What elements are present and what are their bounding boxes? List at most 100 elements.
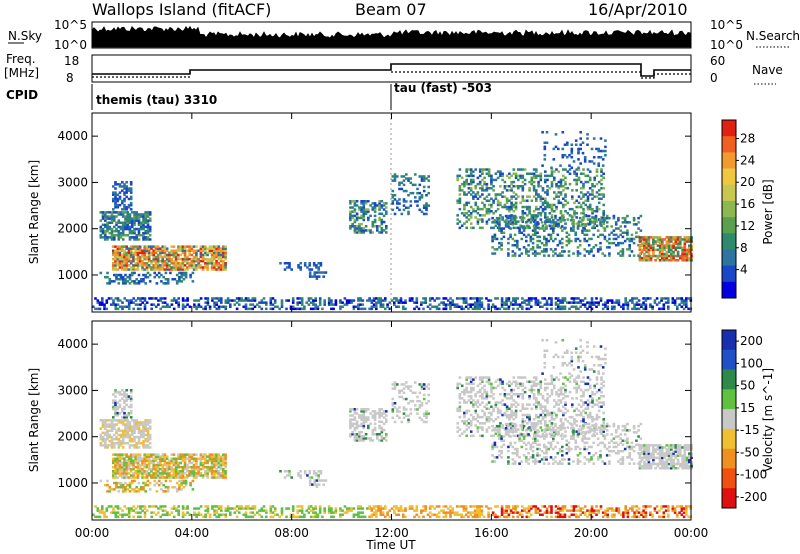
power-cell — [587, 237, 591, 241]
power-cell — [545, 141, 549, 144]
power-cell — [623, 225, 627, 228]
power-cell — [662, 307, 666, 311]
power-cell — [473, 305, 477, 308]
power-cell — [184, 305, 187, 308]
velocity-cell — [349, 433, 352, 436]
power-cell — [463, 207, 466, 211]
power-cell — [502, 235, 506, 239]
power-cell — [110, 303, 113, 306]
velocity-cell — [123, 467, 126, 471]
power-cell — [313, 275, 316, 278]
power-cell — [396, 202, 399, 205]
velocity-cell — [178, 479, 181, 483]
power-cell — [508, 189, 511, 192]
power-cell — [663, 259, 666, 262]
power-cell — [613, 305, 616, 308]
power-cell — [517, 174, 520, 178]
velocity-cell — [396, 383, 399, 386]
power-cell — [617, 299, 621, 302]
power-cell — [469, 222, 473, 225]
velocity-cell — [487, 411, 491, 415]
power-cell — [351, 200, 354, 203]
power-cell — [552, 227, 555, 230]
velocity-cell — [349, 424, 352, 428]
power-cell — [661, 248, 664, 252]
power-cell — [128, 225, 132, 229]
velocity-cell — [469, 434, 473, 438]
power-cell — [548, 297, 551, 300]
velocity-cell — [134, 465, 137, 469]
power-cell — [144, 215, 147, 218]
power-cell — [680, 299, 684, 302]
power-cell — [192, 251, 196, 255]
power-cell — [114, 257, 117, 261]
power-cell — [518, 303, 522, 306]
power-cell — [647, 236, 651, 239]
power-cell — [215, 297, 219, 300]
velocity-cell — [113, 423, 116, 426]
power-cell — [597, 193, 601, 196]
power-cell — [667, 236, 671, 239]
power-cell — [104, 215, 107, 218]
power-cell — [330, 307, 333, 311]
power-cell — [154, 262, 158, 265]
velocity-cell — [112, 401, 115, 404]
power-cell — [505, 201, 509, 205]
power-cell — [420, 301, 423, 304]
power-cell — [143, 249, 146, 252]
power-cell — [197, 249, 200, 252]
power-cell — [586, 301, 589, 304]
velocity-cell — [483, 384, 486, 388]
power-cell — [113, 219, 116, 222]
velocity-cell — [129, 397, 133, 400]
power-cell — [425, 177, 428, 180]
velocity-cell — [213, 476, 216, 479]
power-cell — [98, 307, 102, 311]
power-cell — [476, 207, 480, 211]
power-cell — [543, 244, 546, 247]
power-cell — [127, 253, 131, 257]
power-cell — [126, 219, 129, 222]
velocity-cell — [157, 483, 161, 487]
power-cell — [514, 297, 517, 300]
velocity-cell — [378, 408, 381, 411]
power-cell — [579, 147, 582, 151]
power-cell — [568, 164, 571, 167]
power-cell — [126, 227, 129, 231]
power-cell — [349, 202, 352, 205]
power-cell — [150, 245, 153, 248]
power-cell — [201, 259, 205, 263]
velocity-cell — [458, 397, 462, 400]
velocity-cell — [119, 429, 123, 432]
power-cell — [536, 303, 540, 306]
power-cell — [676, 236, 680, 239]
power-cell — [128, 217, 132, 220]
power-cell — [184, 275, 188, 279]
power-cell — [572, 305, 576, 308]
power-cell — [563, 299, 567, 302]
velocity-cell — [496, 415, 500, 419]
nsky-tick-bottom: 10^0 — [54, 38, 87, 52]
power-cell — [165, 249, 169, 252]
velocity-cell — [544, 409, 547, 413]
velocity-cell — [481, 397, 484, 400]
power-cell — [142, 221, 145, 224]
velocity-cell — [526, 407, 529, 410]
velocity-cell — [161, 470, 164, 473]
power-cell — [256, 303, 259, 306]
power-cell — [516, 239, 519, 243]
power-cell — [273, 299, 277, 302]
power-cell — [503, 187, 507, 190]
power-cell — [188, 247, 191, 250]
velocity-cell — [519, 382, 522, 386]
power-cell — [637, 303, 641, 306]
velocity-cell — [315, 479, 319, 482]
power-cell — [379, 305, 383, 308]
velocity-cell — [528, 420, 531, 423]
velocity-cell — [133, 439, 136, 443]
power-cell — [511, 219, 515, 222]
velocity-cell — [499, 382, 502, 386]
power-cell — [99, 236, 103, 239]
velocity-cell — [128, 486, 132, 489]
power-cell — [485, 207, 489, 211]
